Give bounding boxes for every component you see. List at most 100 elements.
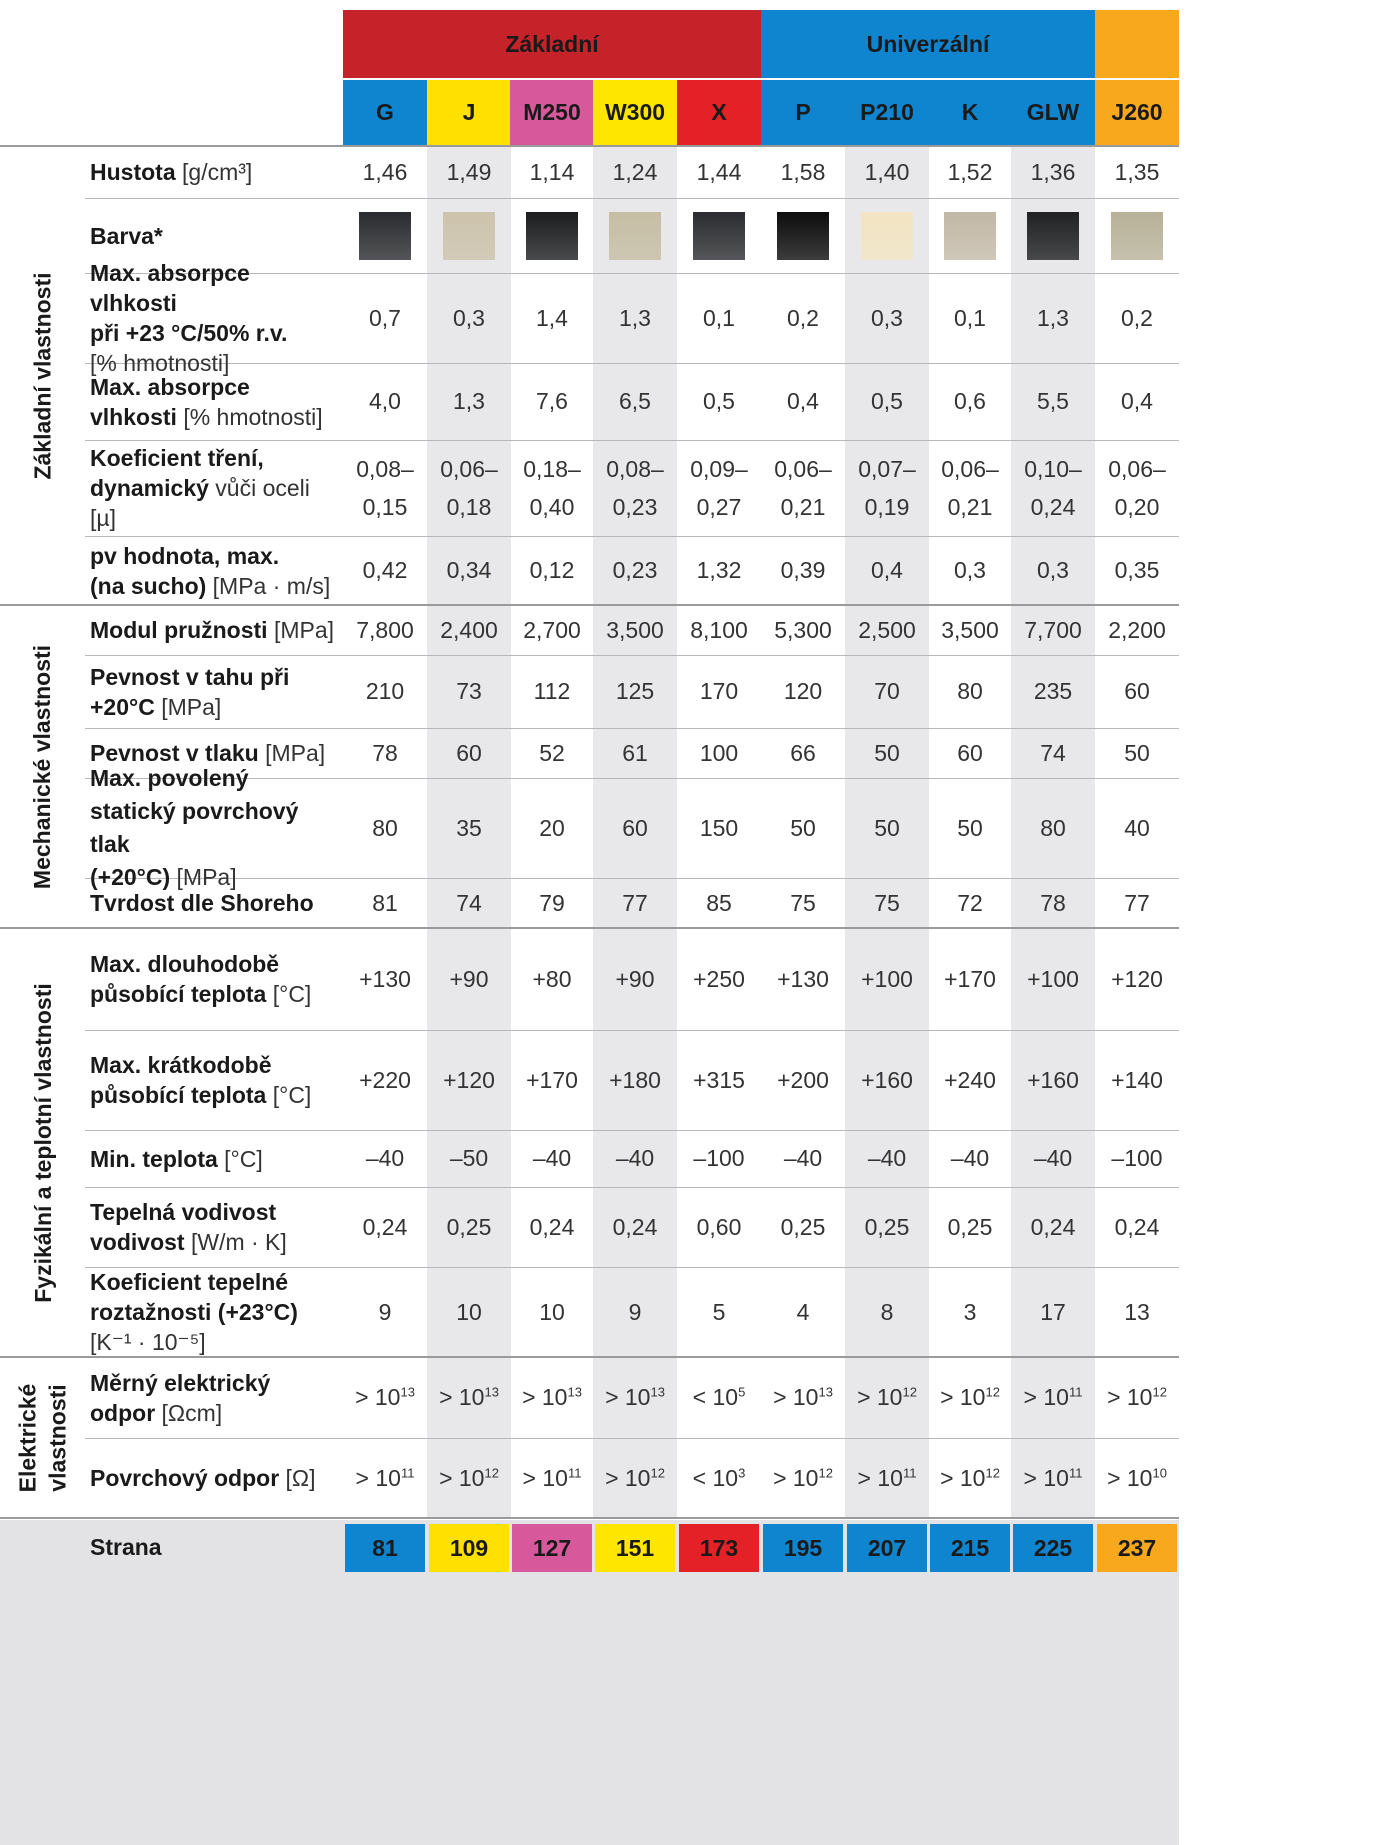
value-cell: –40 (761, 1130, 845, 1187)
value-text: +180 (609, 1066, 661, 1093)
value-cell: 50 (845, 778, 929, 878)
value-text: 4,0 (369, 388, 401, 414)
value-cell: 3,500 (928, 605, 1012, 655)
row-label-bold: Modul pružnosti (90, 617, 268, 643)
value-cell: 60 (928, 728, 1012, 778)
value-text: > 1010 (1107, 1464, 1167, 1491)
value-text: > 1012 (940, 1384, 1000, 1410)
row-label-compress: Pevnost v tlaku [MPa] (88, 728, 340, 778)
value-cell: 2,200 (1095, 605, 1179, 655)
value-text: 0,3 (1037, 557, 1069, 583)
value-cell: 0,5 (677, 363, 761, 440)
value-range-start: 0,07– (858, 456, 916, 482)
value-cell: +180 (593, 1030, 677, 1130)
value-text: 9 (628, 1298, 642, 1325)
value-range-end: 0,23 (612, 494, 658, 520)
row-divider (85, 440, 1179, 441)
value-cell: 80 (1011, 778, 1095, 878)
value-text: 85 (706, 889, 732, 916)
value-text: –40 (783, 1145, 823, 1171)
value-range-start: 0,06– (440, 456, 498, 482)
value-cell: < 105 (677, 1357, 761, 1438)
value-cell: 0,24 (1011, 1187, 1095, 1267)
row-label-bold: Povrchový odpor (90, 1465, 280, 1491)
value-cell: +160 (1011, 1030, 1095, 1130)
value-text: 235 (1033, 678, 1073, 704)
row-label-unit: [MPa] (176, 864, 237, 890)
value-text: +120 (1111, 965, 1163, 992)
value-text: 75 (874, 889, 900, 916)
value-text: 1,3 (1037, 304, 1069, 331)
page-link-w300[interactable]: 151 (595, 1524, 675, 1572)
value-text: +220 (359, 1066, 411, 1093)
page-link-g[interactable]: 81 (345, 1524, 425, 1572)
value-text: > 1011 (355, 1464, 415, 1491)
section-label: Mechanické vlastnosti (0, 605, 85, 928)
value-cell: +130 (343, 928, 427, 1030)
row-label-text: Hustota [g/cm³] (90, 157, 252, 187)
row-label-unit: [Ωcm] (161, 1399, 223, 1426)
value-cell: > 1013 (510, 1357, 594, 1438)
value-cell: 0,25 (427, 1187, 511, 1267)
value-text: –40 (615, 1145, 655, 1171)
value-cell: 5,5 (1011, 363, 1095, 440)
color-swatch (693, 211, 745, 260)
value-text: 77 (622, 889, 648, 916)
value-text: 0,35 (1114, 557, 1160, 583)
value-cell: 78 (1011, 878, 1095, 928)
row-label-shore: Tvrdost dle Shoreho (88, 878, 340, 928)
value-cell: 72 (928, 878, 1012, 928)
value-cell: 80 (343, 778, 427, 878)
value-text: 61 (622, 739, 648, 766)
row-label-bold: Tepelná vodivost (90, 1199, 277, 1225)
value-cell: 0,35 (1095, 536, 1179, 605)
row-label-bold: (na sucho) (90, 572, 207, 599)
value-text: 0,23 (612, 557, 658, 583)
value-cell: 13 (1095, 1267, 1179, 1357)
footer-row-bg (0, 1520, 1179, 1845)
page-link-x[interactable]: 173 (679, 1524, 759, 1572)
value-text: 66 (790, 739, 816, 766)
value-cell: 0,25 (928, 1187, 1012, 1267)
page-link-j[interactable]: 109 (429, 1524, 509, 1572)
value-cell: > 1013 (343, 1357, 427, 1438)
value-cell (677, 198, 761, 273)
value-text: 7,700 (1024, 616, 1082, 643)
value-text: 4 (796, 1298, 810, 1325)
value-cell: 1,4 (510, 273, 594, 363)
value-text: 6,5 (619, 388, 651, 414)
page-link-p[interactable]: 195 (763, 1524, 843, 1572)
value-range-end: 0,18 (446, 494, 492, 520)
row-label-unit: [MPa] (265, 740, 326, 766)
page-link-k[interactable]: 215 (930, 1524, 1010, 1572)
value-cell: 1,14 (510, 146, 594, 198)
row-label-unit: [K⁻¹ · 10⁻⁵] (90, 1329, 206, 1355)
footer-label-text: Strana (90, 1534, 162, 1560)
page-link-glw[interactable]: 225 (1013, 1524, 1093, 1572)
row-label-bold: (+20°C) (90, 864, 171, 890)
value-text: 0,5 (871, 388, 903, 414)
value-text: 0,25 (947, 1213, 993, 1240)
value-range-start: 0,06– (941, 456, 999, 482)
page-link-p210[interactable]: 207 (847, 1524, 927, 1572)
page-link-j260[interactable]: 237 (1097, 1524, 1177, 1572)
value-text: 74 (1040, 739, 1066, 766)
value-cell: > 1013 (427, 1357, 511, 1438)
page-link-m250[interactable]: 127 (512, 1524, 592, 1572)
value-cell: 0,4 (845, 536, 929, 605)
value-text: +80 (532, 965, 572, 992)
value-text: 2,200 (1108, 616, 1166, 643)
value-cell: –40 (343, 1130, 427, 1187)
row-label-bold: Pevnost v tahu při (90, 663, 290, 690)
value-text: –40 (950, 1145, 990, 1171)
row-label-surfpress: Max. povolený statický povrchový tlak (+20… (88, 765, 340, 890)
material-header-m250: M250 (510, 80, 594, 145)
value-text: 0,1 (954, 304, 986, 331)
value-cell: –40 (845, 1130, 929, 1187)
value-text: –40 (867, 1145, 907, 1171)
value-cell: 2,400 (427, 605, 511, 655)
value-exponent: 11 (567, 1464, 582, 1480)
value-cell: 61 (593, 728, 677, 778)
value-text: < 105 (692, 1384, 746, 1410)
value-text: 1,46 (362, 158, 408, 185)
